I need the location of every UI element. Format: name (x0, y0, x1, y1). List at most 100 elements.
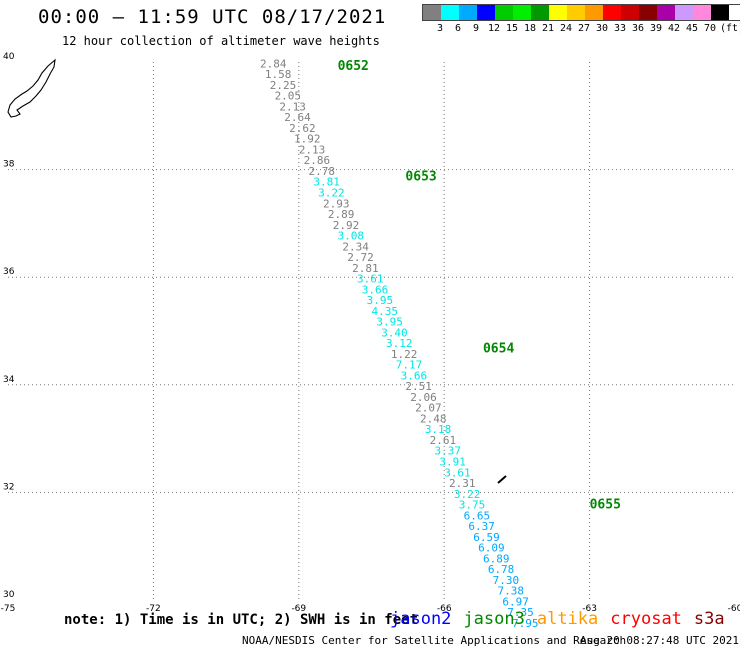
swh-value: 2.72 (347, 251, 374, 264)
legend-swatch (693, 5, 711, 20)
swh-value: 3.08 (338, 230, 365, 243)
swh-value: 2.31 (449, 477, 476, 490)
legend-swatch (603, 5, 621, 20)
y-tick-label: 32 (3, 482, 14, 492)
swh-value: 2.06 (410, 391, 437, 404)
x-tick-label: -69 (291, 604, 306, 614)
swh-value: 2.34 (342, 240, 369, 253)
swh-value: 2.89 (328, 208, 355, 221)
altimeter-track: 2.841.582.252.052.132.642.621.922.132.86… (260, 57, 539, 630)
swh-value: 6.59 (473, 531, 500, 544)
swh-value: 6.09 (478, 542, 505, 555)
legend-label: 45 (685, 23, 699, 34)
page-subtitle: 12 hour collection of altimeter wave hei… (62, 34, 380, 48)
swh-value: 2.78 (308, 165, 335, 178)
swh-value: 3.95 (376, 316, 403, 329)
legend-label: 15 (505, 23, 519, 34)
footer-note: note: 1) Time is in UTC; 2) SWH is in fe… (64, 612, 419, 628)
y-tick-label: 34 (3, 375, 15, 385)
swh-value: 3.95 (367, 294, 394, 307)
legend-label: 27 (577, 23, 591, 34)
legend-swatches (422, 4, 740, 21)
legend-label: 42 (667, 23, 681, 34)
legend-swatch (441, 5, 459, 20)
swh-value: 2.13 (299, 143, 326, 156)
satellite-s3a: s3a (693, 609, 725, 629)
lat-lon-grid (8, 62, 735, 600)
swh-value: 6.89 (483, 552, 510, 565)
legend-label: 36 (631, 23, 645, 34)
swh-value: 7.17 (396, 359, 423, 372)
legend-swatch (585, 5, 603, 20)
swh-value: 3.37 (435, 445, 462, 458)
axis-labels: -75 -72 -69 -66 -63 -60 30 32 34 36 38 40 (1, 52, 740, 614)
swh-value: 1.92 (294, 133, 321, 146)
x-tick-label: -66 (437, 604, 452, 614)
legend-swatch (711, 5, 729, 20)
swh-value: 2.93 (323, 197, 350, 210)
swh-value: 2.62 (289, 122, 316, 135)
swh-value: 2.61 (430, 434, 457, 447)
swh-value: 3.61 (444, 466, 471, 479)
swh-value: 1.22 (391, 348, 418, 361)
y-tick-label: 40 (3, 52, 15, 62)
satellite-legend: jason2 jason3 altika cryosat s3a (390, 609, 725, 629)
swh-value: 2.07 (415, 402, 442, 415)
swh-value: 3.18 (425, 423, 452, 436)
swh-value: 2.05 (275, 90, 302, 103)
legend-label: 18 (523, 23, 537, 34)
track-marker-icon (497, 475, 507, 484)
swh-value: 3.66 (362, 283, 389, 296)
swh-value: 2.84 (260, 57, 287, 70)
swh-value: 7.35 (507, 606, 534, 619)
swh-value: 2.86 (304, 154, 331, 167)
swh-value: 2.64 (284, 111, 311, 124)
swh-value: 1.58 (265, 68, 292, 81)
legend-swatch (459, 5, 477, 20)
x-tick-label: -72 (146, 604, 161, 614)
swh-value: 6.65 (464, 509, 491, 522)
legend-swatch (621, 5, 639, 20)
satellite-jason3: jason3 (463, 609, 525, 629)
satellite-altika: altika (536, 609, 599, 629)
legend-label: 21 (541, 23, 555, 34)
legend-label: 9 (472, 23, 480, 34)
satellite-cryosat: cryosat (610, 609, 682, 629)
swh-value: 6.78 (488, 563, 515, 576)
swh-value: 3.91 (439, 456, 466, 469)
swh-value: 2.48 (420, 412, 447, 425)
time-label: 0654 (483, 342, 514, 357)
legend-label: 70 (703, 23, 717, 34)
satellite-jason2: jason2 (390, 609, 452, 629)
legend-swatch (423, 5, 441, 20)
legend-unit: (ft) (719, 23, 740, 34)
x-tick-label: -75 (1, 604, 16, 614)
swh-value: 2.81 (352, 262, 379, 275)
generated-timestamp: Aug 20 08:27:48 UTC 2021 (580, 634, 739, 647)
legend-label: 12 (487, 23, 501, 34)
swh-value: 2.25 (270, 79, 297, 92)
time-label: 0652 (338, 59, 369, 74)
legend-label: 6 (454, 23, 462, 34)
page-title: 00:00 – 11:59 UTC 08/17/2021 (38, 6, 387, 28)
swh-value: 3.40 (381, 326, 408, 339)
swh-value: 3.75 (459, 499, 486, 512)
legend-swatch (477, 5, 495, 20)
time-label: 0655 (590, 498, 621, 513)
swh-value: 4.35 (372, 305, 399, 318)
y-tick-label: 36 (3, 267, 15, 277)
swh-value: 3.22 (454, 488, 481, 501)
legend-label: 33 (613, 23, 627, 34)
swh-value: 2.13 (279, 100, 306, 113)
legend-swatch (657, 5, 675, 20)
coastline (7, 58, 56, 118)
swh-value: 7.95 (512, 617, 539, 630)
coastline-path (7, 58, 56, 118)
credit-line: NOAA/NESDIS Center for Satellite Applica… (242, 634, 627, 647)
swh-value: 2.51 (405, 380, 432, 393)
legend-swatch (513, 5, 531, 20)
swh-value: 3.81 (313, 176, 340, 189)
swh-value: 3.66 (401, 369, 428, 382)
